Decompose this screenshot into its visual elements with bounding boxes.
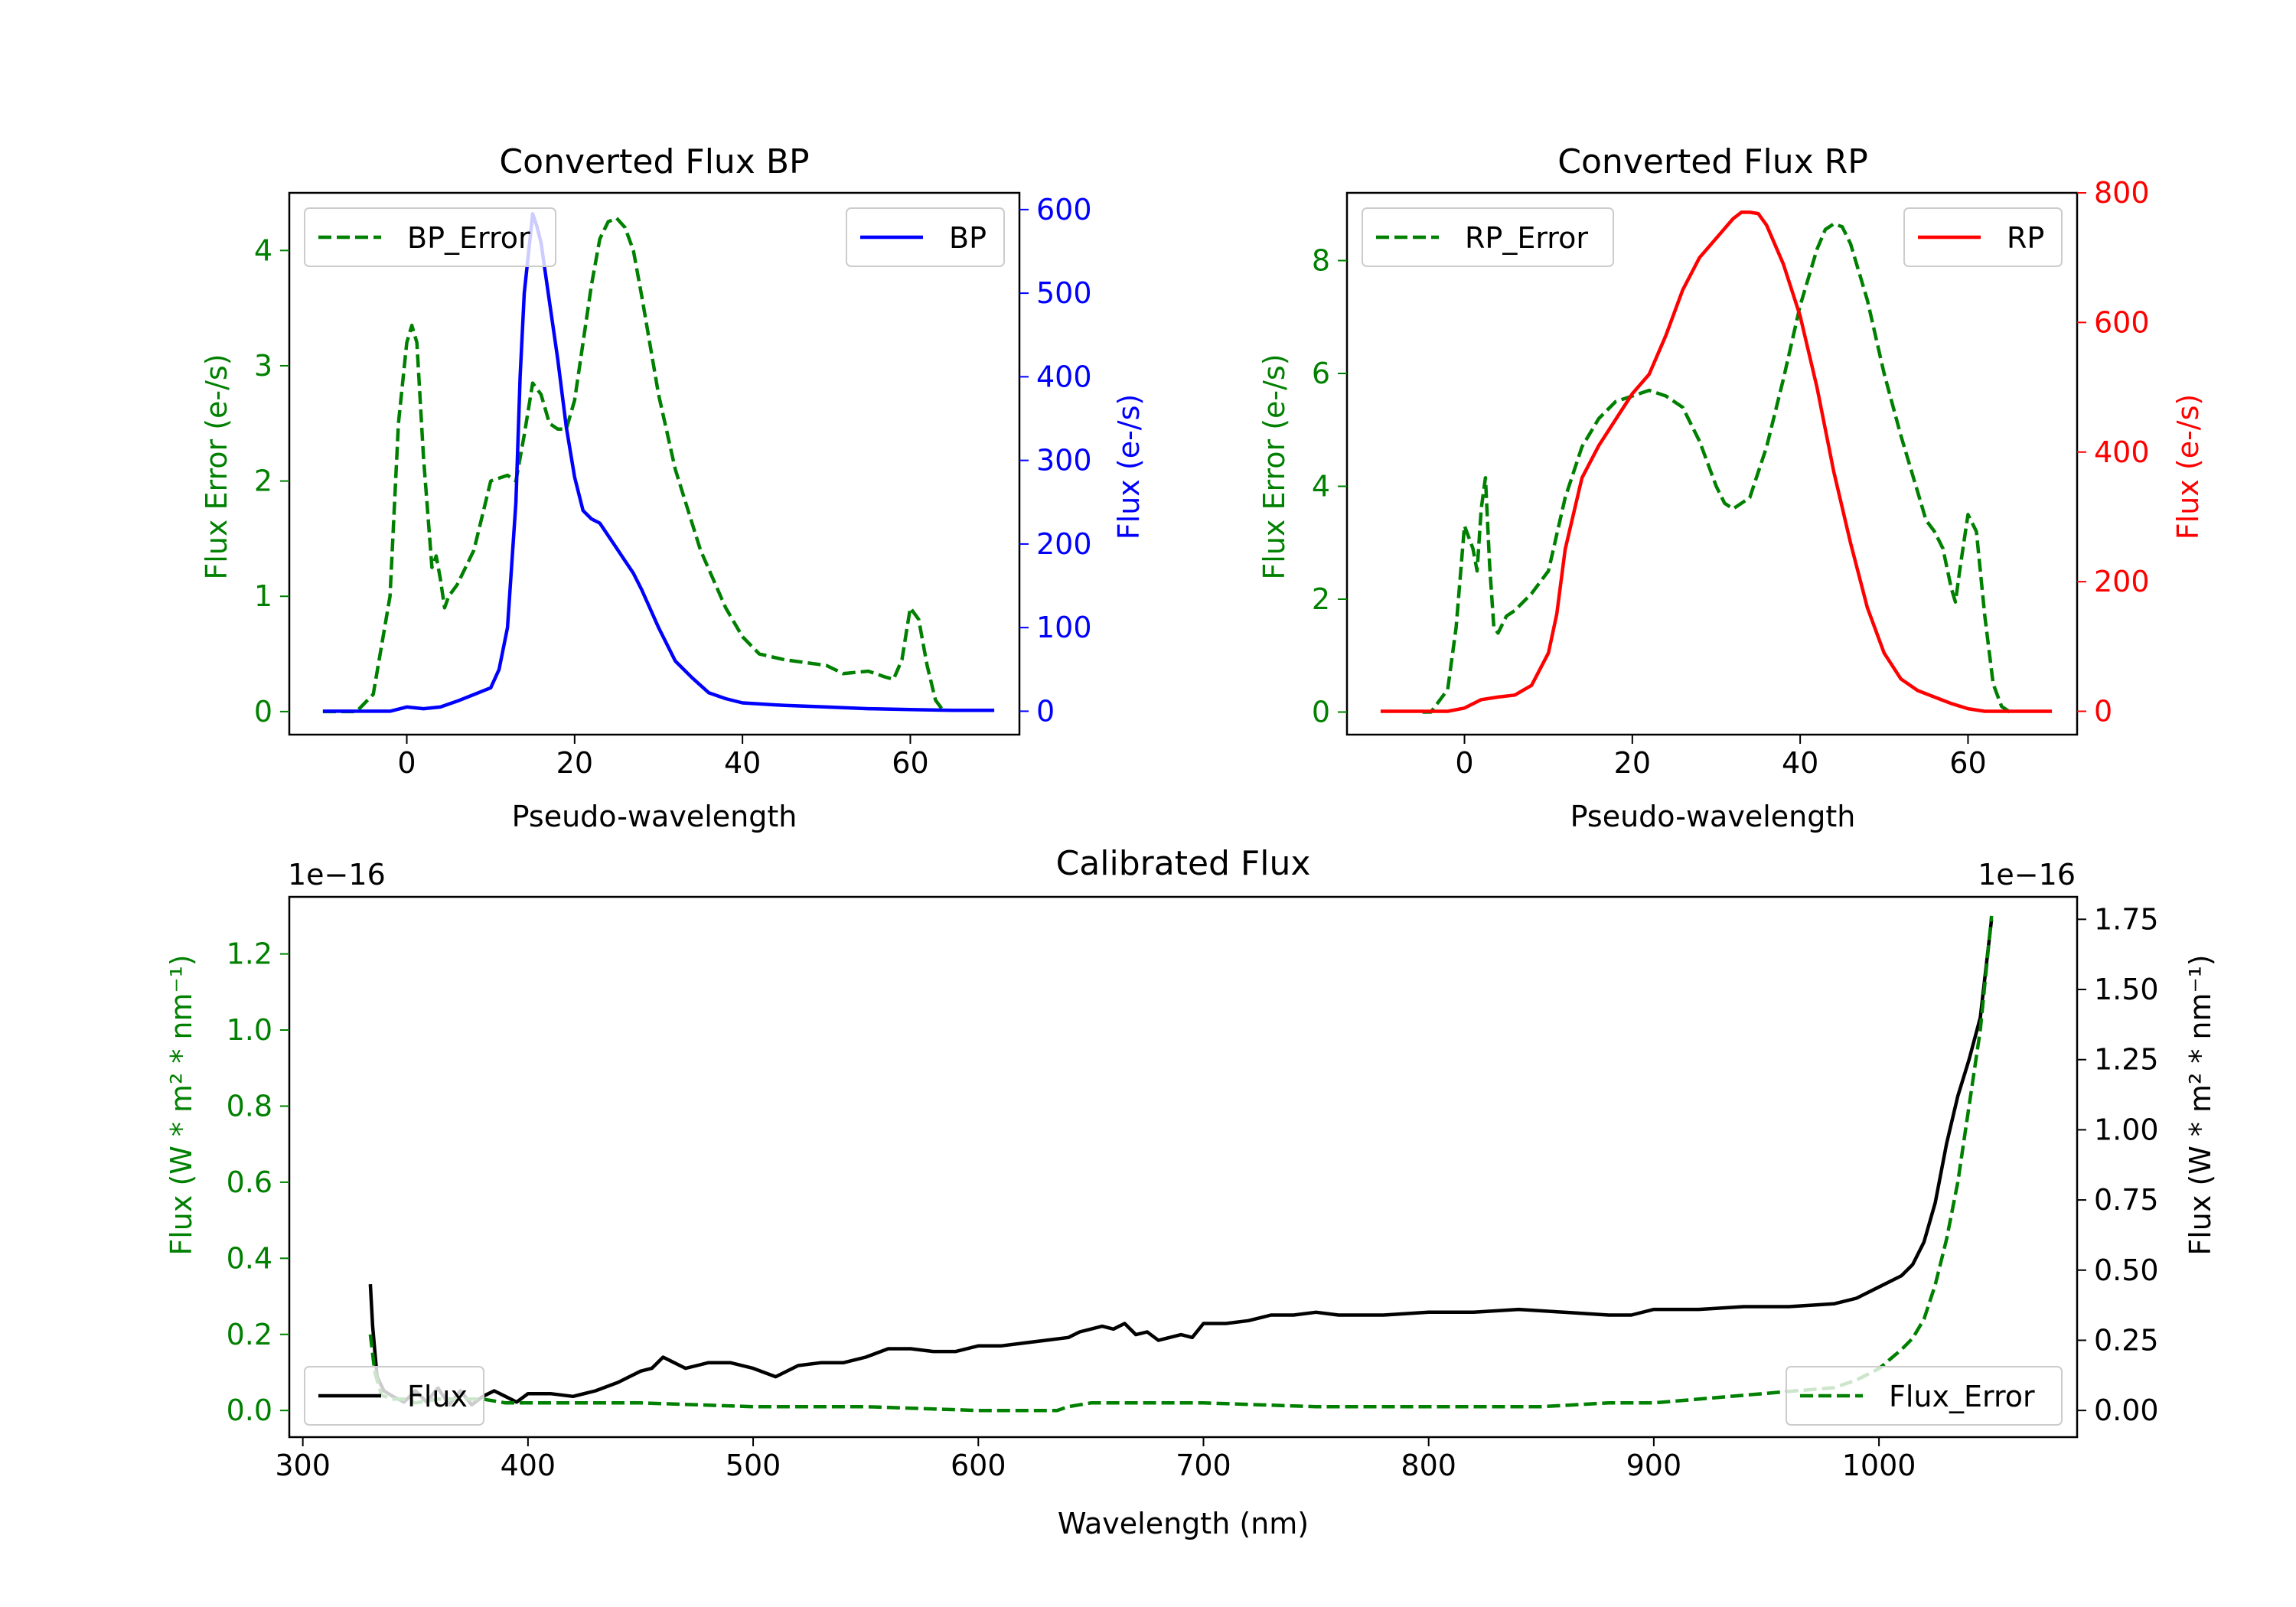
y-left-tick-label: 4 (1312, 470, 1330, 504)
x-tick-label: 20 (556, 746, 593, 780)
offset-label-left-calibrated: 1e−16 (288, 858, 386, 892)
y-right-tick-label: 0 (2094, 695, 2112, 729)
x-tick-label: 900 (1626, 1449, 1682, 1482)
x-axis-label-rp: Pseudo-wavelength (1570, 800, 1856, 833)
x-tick-label: 0 (397, 746, 416, 780)
x-tick-label: 600 (951, 1449, 1006, 1482)
y-right-tick-label: 600 (2094, 305, 2150, 339)
offset-label-right-calibrated: 1e−16 (1978, 858, 2076, 892)
series-line-flux (368, 919, 1994, 1407)
series-line-rp (1380, 210, 2053, 713)
y-left-tick-label: 2 (254, 464, 272, 498)
y-right-tick-label: 0.25 (2094, 1323, 2159, 1357)
y-right-tick-label: 1.00 (2094, 1113, 2159, 1146)
y-left-tick-label: 0 (254, 695, 272, 729)
series-line-bp (322, 212, 995, 713)
y-axis-label-right-bp: Flux (e-/s) (1112, 394, 1146, 539)
y-left-tick-label: 0.2 (227, 1318, 272, 1351)
y-right-tick-label: 500 (1036, 276, 1092, 310)
panel-calibrated-flux: Calibrated Flux Wavelength (nm) Flux (W … (165, 844, 2217, 1540)
y-right-tick-label: 0.75 (2094, 1183, 2159, 1217)
y-right-tick-label: 200 (2094, 565, 2150, 598)
x-tick-label: 500 (726, 1449, 781, 1482)
chart-title-calibrated: Calibrated Flux (1056, 844, 1311, 883)
x-axis-label-calibrated: Wavelength (nm) (1058, 1507, 1309, 1540)
y-left-tick-label: 0 (1312, 696, 1330, 729)
y-right-tick-label: 100 (1036, 611, 1092, 644)
y-right-tick-label: 600 (1036, 193, 1092, 227)
y-right-tick-label: 300 (1036, 444, 1092, 478)
x-tick-label: 300 (275, 1449, 331, 1482)
y-right-tick-label: 800 (2094, 176, 2150, 210)
y-right-tick-label: 200 (1036, 527, 1092, 561)
y-left-tick-label: 0.8 (227, 1089, 272, 1123)
y-right-tick-label: 0.00 (2094, 1393, 2159, 1427)
y-left-tick-label: 1.2 (227, 937, 272, 971)
series-line-bp-error (322, 216, 946, 714)
x-tick-label: 60 (1949, 746, 1986, 780)
legend-box (846, 207, 1005, 267)
legend-label: Flux_Error (1889, 1380, 2035, 1413)
legend-box (304, 1366, 484, 1426)
x-tick-label: 20 (1614, 746, 1651, 780)
plot-frame-bp (288, 191, 1021, 736)
y-right-tick-label: 1.25 (2094, 1043, 2159, 1077)
x-tick-label: 800 (1401, 1449, 1456, 1482)
chart-title-bp: Converted Flux BP (499, 142, 809, 181)
plot-frame-calibrated (288, 895, 2079, 1439)
legend-box (1786, 1366, 2063, 1426)
y-axis-label-right-rp: Flux (e-/s) (2171, 394, 2205, 539)
x-tick-label: 400 (501, 1449, 556, 1482)
y-left-tick-label: 6 (1312, 357, 1330, 390)
legend-label: RP (2007, 221, 2044, 255)
plot-frame-rp (1345, 191, 2079, 736)
chart-title-rp: Converted Flux RP (1557, 142, 1868, 181)
x-tick-label: 1000 (1842, 1449, 1916, 1482)
y-left-tick-label: 4 (254, 233, 272, 267)
panel-converted-flux-bp: Converted Flux BP Pseudo-wavelength Flux… (200, 142, 1146, 833)
y-right-tick-label: 0.50 (2094, 1253, 2159, 1287)
y-right-tick-label: 400 (2094, 435, 2150, 469)
legend-label: BP (949, 221, 987, 255)
y-axis-label-left-bp: Flux Error (e-/s) (200, 354, 233, 579)
y-axis-label-left-calibrated: Flux (W * m² * nm⁻¹) (165, 954, 198, 1255)
y-axis-label-left-rp: Flux Error (e-/s) (1257, 354, 1291, 579)
panel-converted-flux-rp: Converted Flux RP Pseudo-wavelength Flux… (1257, 142, 2205, 833)
y-left-tick-label: 2 (1312, 582, 1330, 616)
legend-box (1903, 207, 2063, 267)
y-left-tick-label: 0.6 (227, 1165, 272, 1199)
legend-label: RP_Error (1465, 221, 1588, 255)
y-left-tick-label: 8 (1312, 244, 1330, 278)
x-tick-label: 0 (1455, 746, 1473, 780)
y-right-tick-label: 400 (1036, 360, 1092, 393)
y-left-tick-label: 3 (254, 349, 272, 383)
legend-label: BP_Error (407, 221, 530, 255)
y-left-tick-label: 1 (254, 579, 272, 613)
x-tick-label: 60 (892, 746, 928, 780)
y-left-tick-label: 0.4 (227, 1241, 272, 1275)
y-left-tick-label: 1.0 (227, 1013, 272, 1047)
y-right-tick-label: 0 (1036, 694, 1055, 728)
y-axis-label-right-calibrated: Flux (W * m² * nm⁻¹) (2183, 954, 2217, 1255)
y-right-tick-label: 1.75 (2094, 902, 2159, 936)
y-right-tick-label: 1.50 (2094, 973, 2159, 1006)
x-tick-label: 700 (1176, 1449, 1231, 1482)
y-left-tick-label: 0.0 (227, 1393, 272, 1427)
x-axis-label-bp: Pseudo-wavelength (512, 800, 797, 833)
legend-label: Flux (407, 1380, 468, 1413)
legend-box (304, 207, 556, 267)
legend-box (1362, 207, 1614, 267)
x-tick-label: 40 (724, 746, 761, 780)
x-tick-label: 40 (1782, 746, 1818, 780)
series-line-rp-error (1422, 222, 2011, 714)
